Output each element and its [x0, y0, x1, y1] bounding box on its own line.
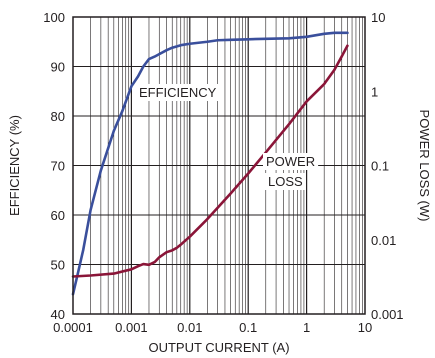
y-right-tick-label: 0.1: [371, 159, 389, 174]
grid: [73, 17, 365, 314]
y-left-tick-label: 70: [51, 159, 65, 174]
x-tick-label: 1: [303, 320, 310, 335]
power-loss-curve-label-line2: LOSS: [268, 174, 303, 189]
annotation-background: [136, 84, 220, 101]
x-tick-label: 0.0001: [53, 320, 93, 335]
x-tick-label: 0.001: [115, 320, 148, 335]
series-lines: [71, 31, 349, 296]
y-right-tick-label: 0.01: [371, 233, 396, 248]
y-left-tick-label: 50: [51, 258, 65, 273]
annotation-background: [265, 173, 307, 190]
x-tick-label: 10: [358, 320, 372, 335]
y-right-tick-label: 10: [371, 10, 385, 25]
y-right-tick-label: 0.001: [371, 307, 404, 322]
y-axis-left-title: EFFICIENCY (%): [7, 115, 22, 216]
power-loss-curve-label-line1: POWER: [266, 154, 315, 169]
y-axis-right-title: POWER LOSS (W): [417, 110, 432, 222]
x-axis-title: OUTPUT CURRENT (A): [148, 340, 289, 355]
y-left-tick-label: 40: [51, 307, 65, 322]
y-right-tick-label: 1: [371, 84, 378, 99]
power_loss-line: [71, 44, 349, 278]
y-left-tick-label: 100: [43, 10, 65, 25]
x-tick-label: 0.1: [239, 320, 257, 335]
tick-labels: 0.0001 0.001 0.01 0.1 1 10 40 50 60 70 80 90 100 0.00…: [43, 10, 403, 335]
efficiency-line: [71, 31, 349, 296]
plot-frame: [72, 16, 366, 315]
y-left-tick-label: 60: [51, 208, 65, 223]
efficiency-curve-label: EFFICIENCY: [139, 85, 217, 100]
y-left-tick-label: 90: [51, 60, 65, 75]
annotation-background: [263, 153, 319, 170]
y-left-tick-label: 80: [51, 109, 65, 124]
x-tick-label: 0.01: [177, 320, 202, 335]
